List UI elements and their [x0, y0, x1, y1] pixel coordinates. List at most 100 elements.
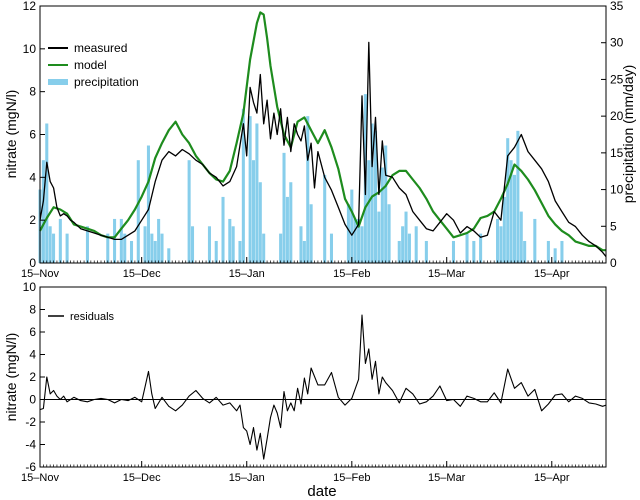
precipitation-bar — [309, 204, 313, 263]
y2-tick-label: 15 — [610, 146, 624, 160]
y2-tick-label: 10 — [610, 183, 624, 197]
precipitation-bar — [150, 233, 154, 263]
precipitation-bar — [479, 233, 483, 263]
y-tick-label: 10 — [23, 42, 37, 56]
x-tick-label: 15–Apr — [534, 268, 570, 280]
precipitation-bar — [306, 116, 310, 264]
x-tick-label: 15–Dec — [123, 268, 161, 280]
y2-tick-label: 35 — [610, 0, 624, 13]
y-tick-label: 2 — [29, 213, 36, 227]
y2-tick-label: 25 — [610, 72, 624, 86]
precipitation-bar — [370, 123, 374, 263]
bottom-plot-frame — [39, 286, 607, 468]
precipitation-bar — [533, 218, 537, 263]
precipitation-bar — [451, 240, 456, 263]
precipitation-bar — [424, 240, 428, 263]
y-tick-label: 0 — [29, 256, 36, 270]
precipitation-bar — [238, 240, 242, 263]
y2-tick-label: 0 — [610, 256, 617, 270]
legend-label-precipitation: precipitation — [74, 75, 139, 89]
model-line — [39, 11, 606, 252]
bottom-legend: residuals — [48, 311, 115, 323]
precipitation-bar — [519, 211, 523, 263]
precipitation-bar — [401, 226, 405, 263]
precipitation-bar — [255, 123, 259, 263]
y-tick-label: 8 — [29, 303, 36, 317]
measured-line — [39, 41, 607, 258]
precipitation-bar — [516, 130, 520, 263]
precipitation-bar — [367, 160, 371, 263]
bottom-y-axis: -6 -4 -2 0 2 4 6 8 10 — [23, 280, 45, 474]
precipitation-bar — [560, 240, 564, 263]
precipitation-bar — [346, 204, 350, 263]
precipitation-bars — [38, 94, 564, 264]
precipitation-bar — [499, 226, 503, 263]
x-tick-label: 15–Jan — [229, 268, 265, 280]
precipitation-bar — [509, 160, 513, 263]
precipitation-bar — [282, 152, 286, 263]
precipitation-bar — [502, 196, 506, 263]
y-tick-label: 2 — [29, 370, 36, 384]
precipitation-bar — [360, 226, 364, 263]
precipitation-bar — [302, 240, 306, 263]
precipitation-bar — [472, 240, 476, 263]
precipitation-bar — [48, 226, 52, 263]
x-tick-label: 15–Mar — [428, 472, 466, 484]
precipitation-bar — [397, 240, 401, 263]
precipitation-bar — [160, 233, 164, 263]
y-tick-label: 10 — [23, 280, 37, 294]
bottom-x-axis: 15–Nov 15–Dec 15–Jan 15–Feb 15–Mar 15–Apr — [21, 461, 607, 484]
top-series-lines — [39, 11, 607, 258]
precipitation-bar — [506, 138, 510, 263]
precipitation-bar — [146, 145, 150, 263]
precipitation-bar — [496, 218, 500, 263]
precipitation-bar — [387, 204, 391, 263]
precipitation-bar — [384, 145, 388, 263]
precipitation-bar — [207, 226, 211, 263]
y2-tick-label: 5 — [610, 219, 617, 233]
bottom-y-axis-label: nitrate (mgN/l) — [3, 333, 19, 422]
precipitation-bar — [357, 218, 361, 263]
y-tick-label: 6 — [29, 128, 36, 142]
precipitation-bar — [512, 174, 517, 263]
top-y2-axis-label: precipitation (mm/day) — [620, 65, 636, 204]
precipitation-bar — [143, 226, 147, 263]
precipitation-bar — [228, 218, 232, 263]
y2-tick-label: 30 — [610, 36, 624, 50]
precipitation-bar — [329, 233, 333, 263]
precipitation-bar — [407, 233, 411, 263]
y-tick-label: -2 — [25, 415, 36, 429]
y-tick-label: -4 — [25, 438, 36, 452]
x-axis-label: date — [307, 483, 336, 500]
precipitation-bar — [248, 116, 252, 264]
precipitation-bar — [350, 189, 354, 263]
bottom-series-lines — [39, 314, 607, 460]
precipitation-bar — [241, 108, 245, 263]
top-panel: 15–Nov 15–Dec 15–Jan 15–Feb 15–Mar 15–Apr 0 2 4… — [3, 0, 636, 280]
precipitation-bar — [214, 240, 218, 263]
x-tick-label: 15–Feb — [333, 472, 370, 484]
precipitation-bar — [258, 182, 262, 263]
bottom-panel: 15–Nov 15–Dec 15–Jan 15–Feb 15–Mar 15–Apr -6-… — [3, 280, 607, 500]
y-tick-label: 12 — [23, 0, 37, 13]
precipitation-bar — [167, 248, 171, 263]
legend-label-model: model — [74, 58, 107, 72]
top-y-axis-label: nitrate (mgN/l) — [3, 90, 19, 179]
precipitation-bar — [136, 160, 140, 263]
residuals-line — [39, 314, 607, 460]
y-tick-label: 8 — [29, 85, 36, 99]
precipitation-bar — [404, 211, 408, 263]
y-tick-label: 6 — [29, 325, 36, 339]
precipitation-bar — [106, 233, 110, 263]
precipitation-bar — [123, 233, 127, 263]
precipitation-bar — [374, 130, 378, 263]
precipitation-bar — [85, 226, 89, 263]
x-tick-label: 15–Jan — [229, 472, 265, 484]
precipitation-bar — [65, 233, 69, 263]
precipitation-bar — [279, 233, 283, 263]
precipitation-bar — [58, 218, 62, 263]
y-tick-label: 0 — [29, 393, 36, 407]
precipitation-bar — [52, 233, 56, 263]
y2-tick-label: 20 — [610, 109, 624, 123]
